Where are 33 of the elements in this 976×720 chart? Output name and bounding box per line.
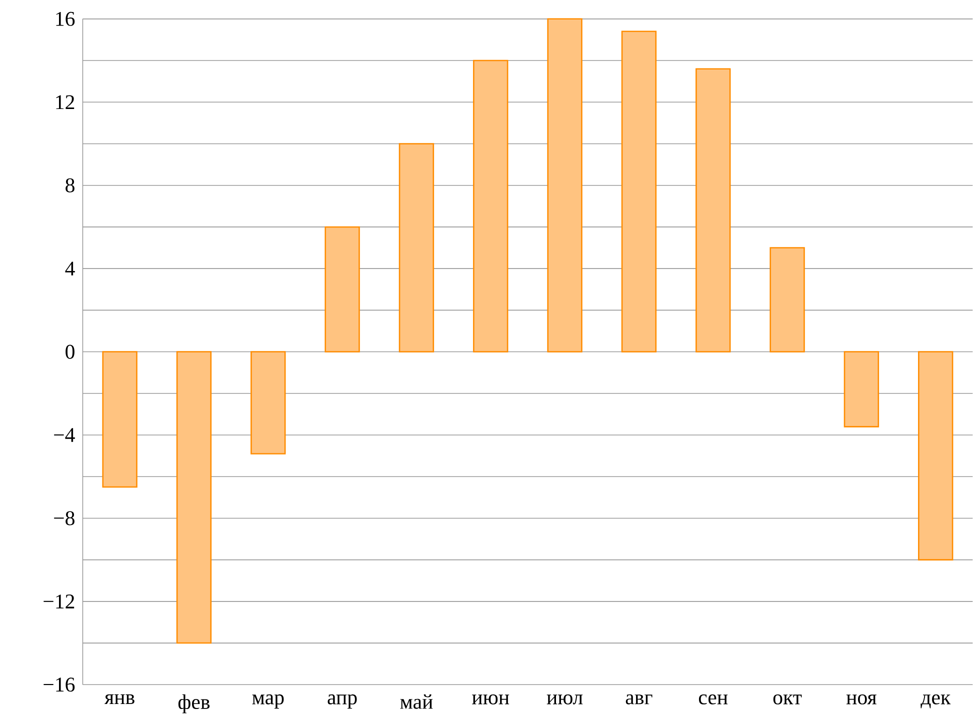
x-tick-label: фев: [178, 694, 210, 714]
bar: [547, 18, 582, 353]
y-tick-label: 8: [66, 178, 74, 193]
bar: [918, 351, 954, 561]
x-tick-label: окт: [773, 694, 802, 705]
x-tick-label: сен: [698, 694, 728, 705]
x-tick-label: май: [400, 694, 433, 710]
x-tick-label: июл: [546, 694, 583, 705]
bar: [250, 351, 286, 455]
bar: [176, 351, 212, 644]
y-tick-label: −4: [54, 428, 75, 442]
bar: [696, 68, 731, 353]
x-tick-label: авг: [626, 694, 652, 705]
bar: [324, 226, 360, 353]
y-tick-label: −16: [44, 678, 75, 692]
x-tick-label: янв: [104, 694, 134, 704]
x-tick-label: ноя: [846, 694, 876, 705]
bar: [398, 143, 434, 353]
x-tick-label: мар: [252, 694, 284, 709]
bar: [102, 351, 138, 488]
x-tick-label: июн: [472, 694, 510, 705]
y-tick-label: −8: [54, 511, 74, 526]
y-tick-label: 0: [66, 344, 74, 360]
bar: [770, 247, 805, 353]
y-tick-label: −12: [44, 594, 74, 609]
bar: [844, 351, 880, 428]
y-tick-label: 16: [56, 12, 75, 26]
y-tick-label: 4: [65, 262, 75, 276]
x-tick-label: дек: [920, 694, 951, 708]
y-tick-label: 12: [56, 95, 74, 110]
x-tick-label: апр: [328, 694, 357, 709]
bar: [621, 30, 657, 353]
bar: [473, 60, 508, 353]
